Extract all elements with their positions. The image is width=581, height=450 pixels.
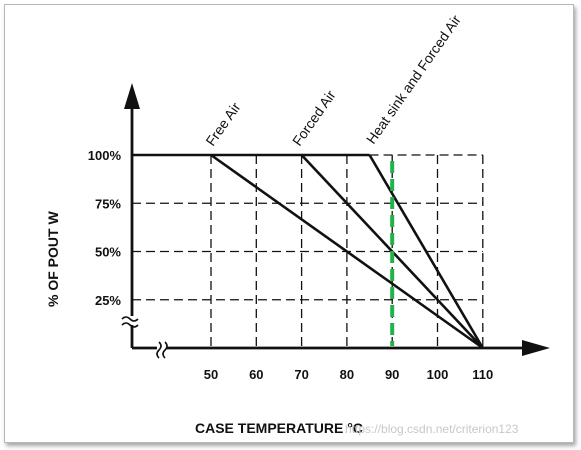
- x-tick-label-60: 60: [249, 367, 263, 382]
- y-axis-title: % OF POUT W: [45, 211, 61, 307]
- watermark-text: https://blog.csdn.net/criterion123: [345, 422, 519, 436]
- x-tick-label-80: 80: [340, 367, 354, 382]
- chart-frame: 50 60 70 80 90 100 110 25% 50% 75% 100% Free Air Fo…: [4, 4, 574, 443]
- series-layer: [132, 153, 484, 350]
- x-tick-label-50: 50: [204, 367, 218, 382]
- labels-layer: Free Air Forced Air Heat sink and Forced A…: [202, 12, 464, 149]
- ticks-layer: 50 60 70 80 90 100 110 25% 50% 75% 100%: [88, 148, 494, 382]
- axes-layer: [121, 83, 550, 359]
- x-axis-title: CASE TEMPERATURE °C: [195, 420, 363, 436]
- x-axis-arrow-icon: [522, 340, 550, 356]
- y-tick-label-100: 100%: [88, 148, 122, 163]
- x-tick-label-110: 110: [472, 367, 493, 382]
- x-tick-label-100: 100: [427, 367, 449, 382]
- x-tick-label-70: 70: [294, 367, 308, 382]
- y-tick-label-75: 75%: [95, 196, 121, 211]
- y-tick-label-25: 25%: [95, 293, 121, 308]
- series-line-free-air: [210, 153, 484, 350]
- x-tick-label-90: 90: [385, 367, 399, 382]
- y-tick-label-50: 50%: [95, 245, 121, 260]
- y-axis-arrow-icon: [124, 83, 140, 109]
- grid-layer: [132, 154, 484, 348]
- derating-chart: 50 60 70 80 90 100 110 25% 50% 75% 100% Free Air Fo…: [45, 12, 550, 436]
- series-label-heat-sink-forced-air: Heat sink and Forced Air: [363, 12, 464, 147]
- x-axis-break-icon: [156, 341, 168, 359]
- series-label-free-air: Free Air: [202, 99, 243, 149]
- y-axis-break-icon: [121, 316, 139, 328]
- series-label-forced-air: Forced Air: [289, 87, 339, 149]
- series-line-heat-sink-forced-air: [368, 154, 484, 349]
- x-axis-break-gap: [157, 341, 166, 355]
